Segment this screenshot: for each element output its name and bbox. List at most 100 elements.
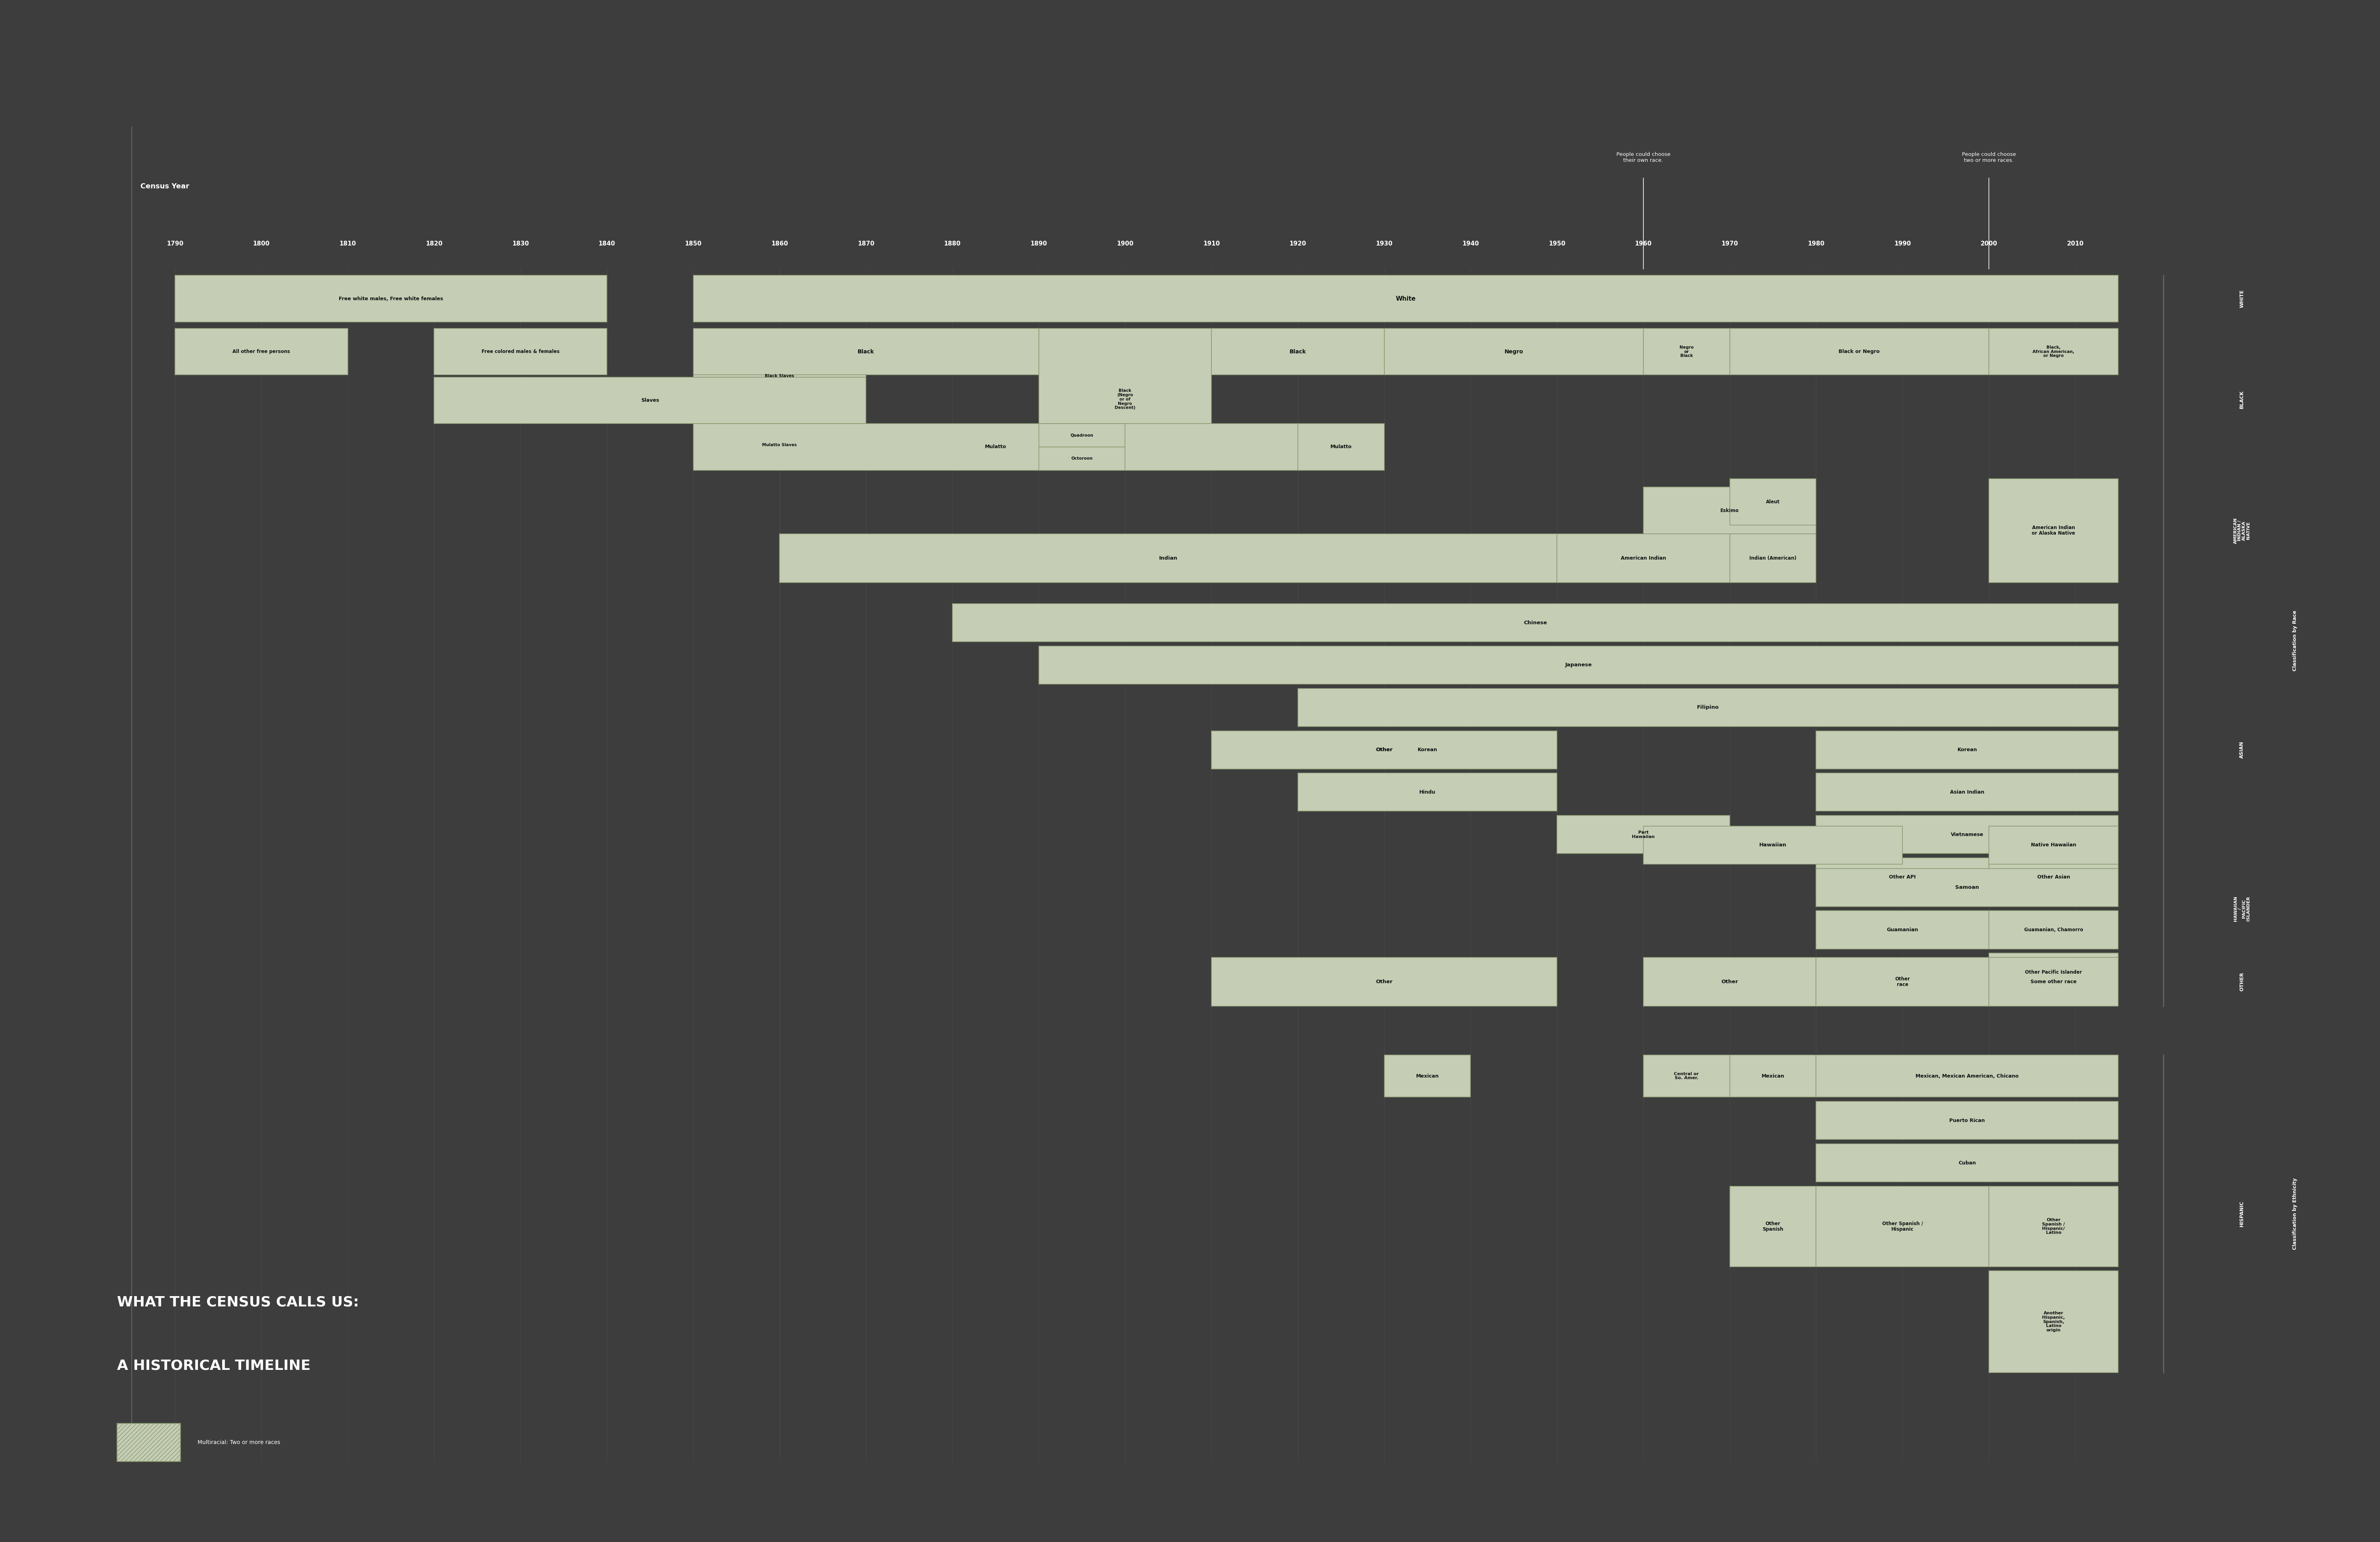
Text: Negro
or
Black: Negro or Black — [1680, 345, 1695, 358]
Bar — [433, 328, 607, 375]
Text: Puerto Rican: Puerto Rican — [1949, 1118, 1985, 1123]
Bar — [1730, 1055, 1816, 1098]
Bar — [176, 328, 347, 375]
Text: 1930: 1930 — [1376, 241, 1392, 247]
Text: Slaves: Slaves — [640, 398, 659, 402]
Text: A HISTORICAL TIMELINE: A HISTORICAL TIMELINE — [117, 1359, 309, 1372]
Text: Hindu: Hindu — [1418, 790, 1435, 794]
Bar — [1038, 646, 2118, 685]
Text: Native Hawaiian: Native Hawaiian — [2030, 842, 2075, 848]
Text: 1910: 1910 — [1202, 241, 1221, 247]
Text: Central or
So. Amer.: Central or So. Amer. — [1673, 1072, 1699, 1079]
Text: Asian Indian: Asian Indian — [1949, 790, 1985, 794]
Text: Other: Other — [1376, 748, 1392, 752]
Text: Black: Black — [1290, 348, 1307, 355]
Text: Mulatto: Mulatto — [1330, 444, 1352, 450]
Bar — [1385, 1055, 1471, 1098]
Bar — [1038, 447, 1126, 470]
Text: Black: Black — [857, 348, 873, 355]
Bar — [1038, 424, 1126, 447]
Bar — [693, 328, 1038, 375]
Text: Other Pacific Islander: Other Pacific Islander — [2025, 970, 2082, 975]
Text: Quadroon: Quadroon — [1071, 433, 1092, 438]
Bar — [1816, 1144, 2118, 1181]
Bar — [1990, 857, 2118, 896]
Text: 1920: 1920 — [1290, 241, 1307, 247]
Text: People could choose
their own race.: People could choose their own race. — [1616, 153, 1671, 163]
Text: Mulatto Slaves: Mulatto Slaves — [762, 443, 797, 447]
Text: Eskimo: Eskimo — [1721, 507, 1740, 513]
Bar — [781, 534, 1557, 583]
Text: Aleut: Aleut — [1766, 500, 1780, 504]
Bar — [1211, 958, 1557, 1005]
Text: OTHER: OTHER — [2240, 973, 2244, 992]
Text: 1790: 1790 — [167, 241, 183, 247]
Text: Another
Hispanic,
Spanish,
Latino
origin: Another Hispanic, Spanish, Latino origin — [2042, 1311, 2066, 1332]
Bar — [1642, 827, 1902, 864]
Bar — [1990, 1271, 2118, 1372]
Text: 1840: 1840 — [597, 241, 614, 247]
Text: 1940: 1940 — [1461, 241, 1478, 247]
Text: Hawaiian: Hawaiian — [1759, 842, 1787, 848]
Text: Indian (American): Indian (American) — [1749, 555, 1797, 561]
Bar — [1816, 816, 2118, 854]
Text: Samoan: Samoan — [1956, 885, 1980, 890]
Text: Multiracial: Two or more races: Multiracial: Two or more races — [198, 1440, 281, 1445]
Bar — [1642, 328, 1730, 375]
Bar — [1990, 953, 2118, 992]
Text: Other: Other — [1376, 979, 1392, 984]
Text: Mulatto: Mulatto — [985, 444, 1007, 450]
Bar — [1385, 328, 1642, 375]
Bar — [1990, 328, 2118, 375]
Bar — [1990, 1186, 2118, 1266]
Bar — [1642, 1055, 1730, 1098]
Bar — [1642, 487, 1816, 534]
Text: Classification by Race: Classification by Race — [2292, 611, 2297, 671]
Text: 1850: 1850 — [685, 241, 702, 247]
Text: Other Spanish /
Hispanic: Other Spanish / Hispanic — [1883, 1221, 1923, 1232]
Text: Black
(Negro
or of
Negro
Descent): Black (Negro or of Negro Descent) — [1114, 389, 1135, 410]
Text: HAWAIIAN
/
PACIFIC
ISLANDER: HAWAIIAN / PACIFIC ISLANDER — [2232, 896, 2249, 921]
Text: 2010: 2010 — [2066, 241, 2082, 247]
Text: 1860: 1860 — [771, 241, 788, 247]
Bar — [1038, 328, 1211, 470]
Text: Census Year: Census Year — [140, 183, 188, 190]
Bar — [1297, 731, 1557, 769]
Bar — [1557, 534, 1730, 583]
Text: AMERICAN
INDIAN /
ALASKA
NATIVE: AMERICAN INDIAN / ALASKA NATIVE — [2232, 518, 2249, 544]
Bar — [117, 1423, 181, 1462]
Text: Black or Negro: Black or Negro — [1840, 348, 1880, 355]
Text: People could choose
two or more races.: People could choose two or more races. — [1961, 153, 2016, 163]
Bar — [1297, 688, 2118, 726]
Text: Mexican: Mexican — [1761, 1073, 1785, 1078]
Text: Other
Spanish: Other Spanish — [1764, 1221, 1783, 1232]
Text: 1980: 1980 — [1809, 241, 1825, 247]
Bar — [1816, 958, 1990, 1005]
Text: Filipino: Filipino — [1697, 705, 1718, 709]
Bar — [1642, 958, 1816, 1005]
Bar — [1816, 857, 1990, 896]
Text: Other API: Other API — [1890, 874, 1916, 879]
Text: HISPANIC: HISPANIC — [2240, 1201, 2244, 1227]
Bar — [1297, 773, 1557, 811]
Text: Free white males, Free white females: Free white males, Free white females — [338, 296, 443, 301]
Bar — [1730, 328, 1990, 375]
Text: Other Asian: Other Asian — [2037, 874, 2071, 879]
Text: Korean: Korean — [1956, 748, 1978, 752]
Bar — [1730, 1186, 1816, 1266]
Bar — [1816, 1101, 2118, 1140]
Text: American Indian: American Indian — [1621, 555, 1666, 561]
Bar — [1816, 911, 1990, 948]
Bar — [176, 276, 607, 322]
Text: 1960: 1960 — [1635, 241, 1652, 247]
Bar — [1730, 478, 1816, 526]
Text: Chinese: Chinese — [1523, 620, 1547, 626]
Text: Other: Other — [1721, 979, 1737, 984]
Text: Guamanian: Guamanian — [1887, 927, 1918, 933]
Text: 1970: 1970 — [1721, 241, 1737, 247]
Bar — [1816, 773, 2118, 811]
Text: 1820: 1820 — [426, 241, 443, 247]
Text: 2000: 2000 — [1980, 241, 1997, 247]
Text: All other free persons: All other free persons — [233, 348, 290, 355]
Bar — [1211, 731, 1557, 769]
